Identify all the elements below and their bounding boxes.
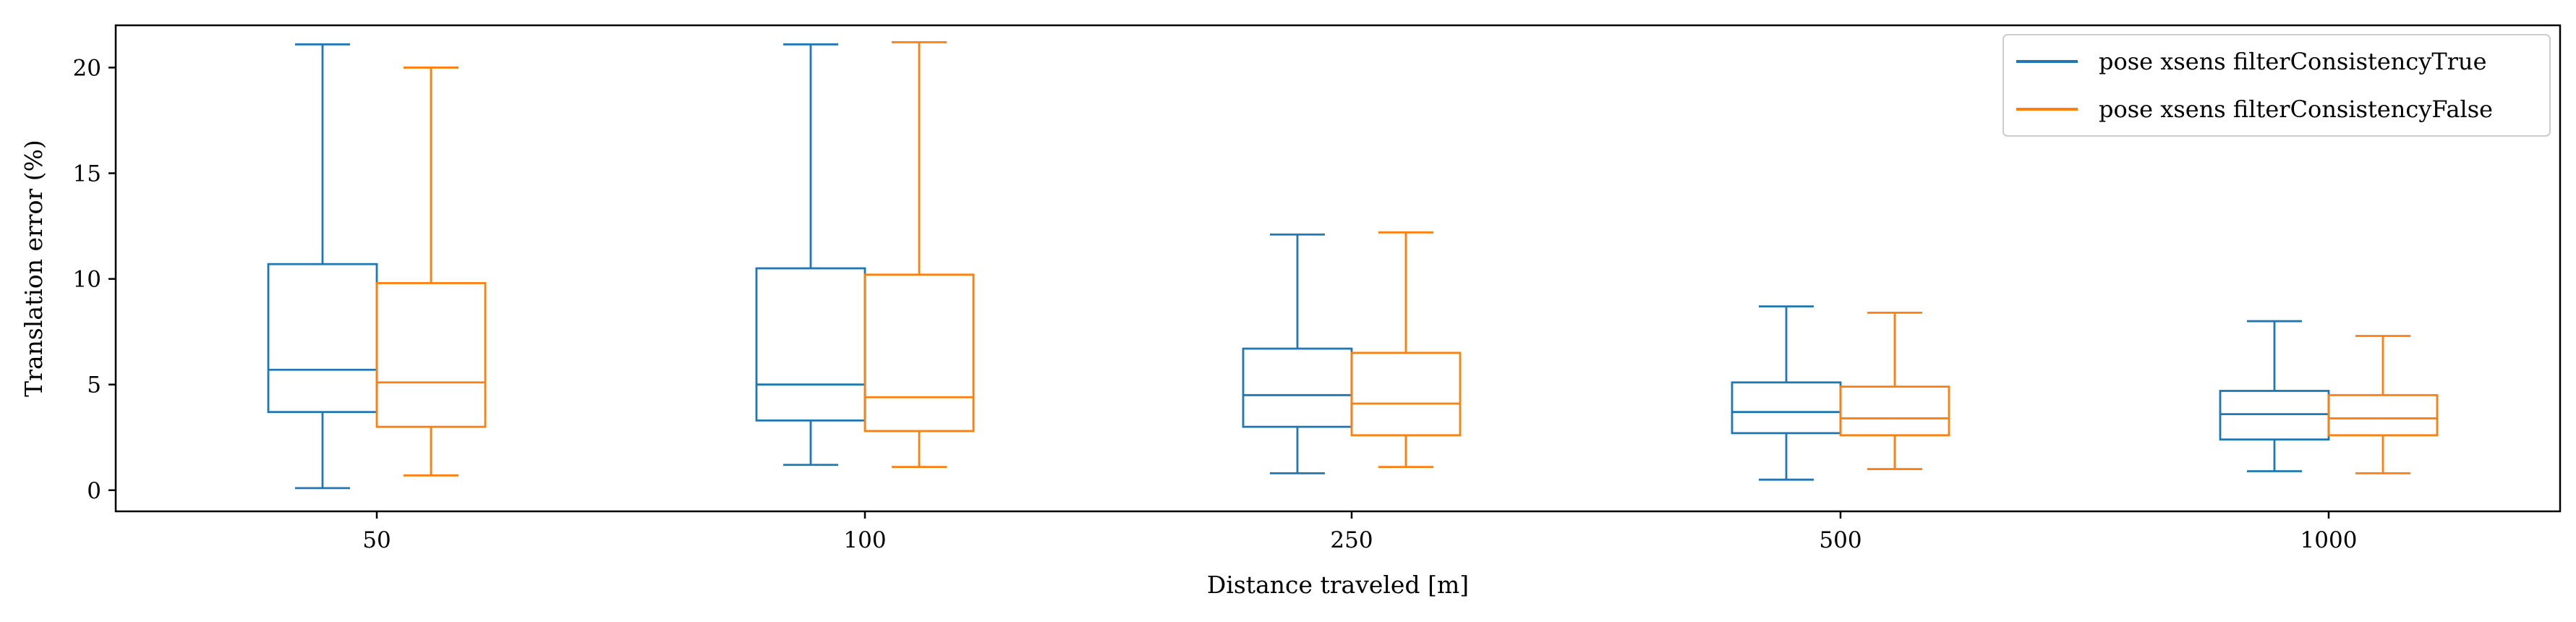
legend-label-true: pose xsens filterConsistencyTrue <box>2099 48 2487 75</box>
legend: pose xsens filterConsistencyTrue pose xs… <box>2003 34 2551 137</box>
x-tick-label: 250 <box>1330 527 1373 553</box>
legend-frame <box>2003 34 2551 137</box>
box-true-50 <box>267 43 378 490</box>
y-tick-label: 20 <box>73 55 101 81</box>
y-tick-label: 5 <box>87 372 101 399</box>
iqr-box <box>1242 347 1353 428</box>
box-true-500 <box>1731 305 1842 481</box>
plot-area <box>114 24 2562 513</box>
y-tick-label: 10 <box>73 267 101 293</box>
iqr-box <box>267 263 378 414</box>
box-false-50 <box>375 67 487 477</box>
x-axis-label: Distance traveled [m] <box>1207 571 1469 599</box>
x-tick-label: 50 <box>362 527 391 553</box>
iqr-box <box>2219 390 2330 441</box>
box-false-100 <box>863 41 975 469</box>
iqr-box <box>755 267 866 422</box>
iqr-box <box>1731 381 1842 435</box>
y-axis-label: Translation error (%) <box>20 140 48 397</box>
box-true-1000 <box>2219 320 2330 472</box>
y-axis: 0 5 10 15 20 <box>73 55 116 504</box>
box-false-250 <box>1350 231 1462 469</box>
iqr-box <box>2327 393 2439 437</box>
x-tick-label: 100 <box>843 527 886 553</box>
box-true-250 <box>1242 233 1353 474</box>
y-tick-label: 0 <box>87 478 101 504</box>
iqr-box <box>1839 385 1950 437</box>
x-tick-label: 500 <box>1819 527 1861 553</box>
x-tick-label: 1000 <box>2300 527 2358 553</box>
iqr-box <box>863 273 975 433</box>
box-false-500 <box>1839 311 1950 470</box>
y-tick-label: 15 <box>73 161 101 187</box>
box-false-1000 <box>2327 335 2439 474</box>
iqr-box <box>375 282 487 428</box>
legend-label-false: pose xsens filterConsistencyFalse <box>2099 95 2493 123</box>
box-group <box>267 41 2439 490</box>
iqr-box <box>1350 352 1462 437</box>
x-axis: 50 100 250 500 1000 <box>362 511 2357 553</box>
box-true-100 <box>755 43 866 466</box>
